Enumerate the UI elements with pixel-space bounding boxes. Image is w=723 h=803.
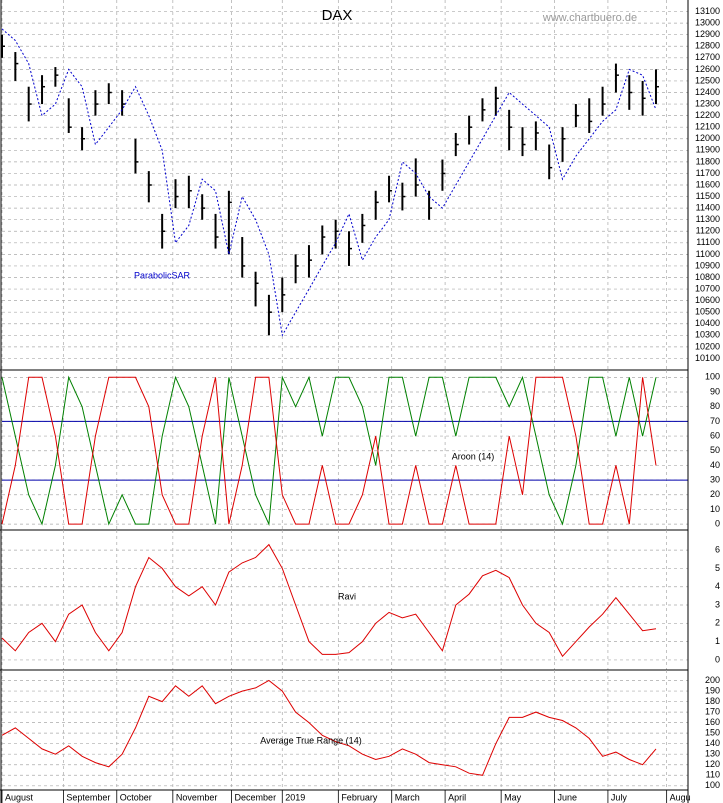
- y-tick-label: 10400: [695, 318, 720, 328]
- y-tick-label: 5: [715, 563, 720, 573]
- y-tick-label: 0: [715, 519, 720, 529]
- panel-title: Ravi: [338, 591, 356, 601]
- y-tick-label: 200: [705, 675, 720, 685]
- y-tick-label: 12900: [695, 29, 720, 39]
- y-tick-label: 11900: [696, 145, 720, 155]
- x-tick-label: 2019: [285, 792, 305, 802]
- y-tick-label: 2: [715, 618, 720, 628]
- y-tick-label: 120: [705, 759, 720, 769]
- y-tick-label: 12000: [695, 133, 720, 143]
- y-tick-label: 10100: [695, 353, 720, 363]
- y-tick-label: 11500: [696, 191, 720, 201]
- series-line: [1, 679, 657, 776]
- y-tick-label: 3: [715, 599, 720, 609]
- source: www.chartbuero.de: [542, 12, 637, 24]
- y-tick-label: 12100: [695, 122, 720, 132]
- y-tick-label: 11800: [696, 156, 720, 166]
- y-tick-label: 170: [705, 706, 720, 716]
- y-tick-label: 160: [705, 717, 720, 727]
- x-tick-label: August: [5, 792, 34, 802]
- x-tick-label: October: [120, 792, 152, 802]
- y-tick-label: 11400: [696, 203, 720, 213]
- y-tick-label: 100: [705, 780, 720, 790]
- series-label: ParabolicSAR: [134, 270, 191, 280]
- x-tick-label: December: [235, 792, 277, 802]
- x-tick-label: November: [176, 792, 218, 802]
- y-tick-label: 30: [710, 474, 720, 484]
- y-tick-label: 12200: [695, 110, 720, 120]
- y-tick-label: 110: [706, 770, 720, 780]
- y-tick-label: 40: [710, 460, 720, 470]
- series-line: [1, 28, 657, 337]
- series-line: [1, 375, 657, 527]
- panel-title: DAX: [322, 7, 353, 24]
- y-tick-label: 10700: [695, 283, 720, 293]
- panel-title: Aroon (14): [452, 451, 495, 461]
- y-tick-label: 100: [705, 372, 720, 382]
- y-tick-label: 11200: [696, 226, 720, 236]
- y-tick-label: 10200: [695, 341, 720, 351]
- y-tick-label: 20: [710, 489, 720, 499]
- y-tick-label: 12400: [695, 87, 720, 97]
- y-tick-label: 11700: [696, 168, 720, 178]
- series-line: [1, 543, 657, 658]
- y-tick-label: 140: [705, 738, 720, 748]
- y-tick-label: 12500: [695, 75, 720, 85]
- x-tick-label: June: [558, 792, 578, 802]
- y-tick-label: 10: [710, 504, 720, 514]
- series-line: [1, 376, 657, 525]
- y-tick-label: 190: [705, 685, 720, 695]
- x-tick-label: July: [611, 792, 628, 802]
- y-tick-label: 90: [710, 386, 720, 396]
- y-tick-label: 60: [710, 430, 720, 440]
- y-tick-label: 10800: [695, 272, 720, 282]
- y-tick-label: 13100: [695, 6, 720, 16]
- x-tick-label: September: [66, 792, 110, 802]
- y-tick-label: 11300: [696, 214, 720, 224]
- y-tick-label: 12600: [695, 64, 720, 74]
- y-tick-label: 10600: [695, 295, 720, 305]
- panel-title: Average True Range (14): [260, 735, 361, 745]
- y-tick-label: 150: [705, 728, 720, 738]
- y-tick-label: 13000: [695, 18, 720, 28]
- y-tick-label: 12700: [695, 52, 720, 62]
- y-tick-label: 11100: [696, 237, 720, 247]
- y-tick-label: 11000: [696, 249, 720, 259]
- y-tick-label: 12800: [695, 41, 720, 51]
- x-tick-label: March: [395, 792, 420, 802]
- y-tick-label: 11600: [696, 179, 720, 189]
- y-tick-label: 130: [705, 749, 720, 759]
- y-tick-label: 10300: [695, 330, 720, 340]
- y-tick-label: 180: [705, 696, 720, 706]
- y-tick-label: 12300: [695, 98, 720, 108]
- y-tick-label: 1: [715, 636, 720, 646]
- x-tick-label: February: [341, 792, 378, 802]
- y-tick-label: 80: [710, 401, 720, 411]
- y-tick-label: 10900: [695, 260, 720, 270]
- x-tick-label: May: [504, 792, 522, 802]
- y-tick-label: 6: [715, 545, 720, 555]
- y-tick-label: 0: [715, 654, 720, 664]
- x-tick-label: April: [448, 792, 466, 802]
- x-tick-label: Augu: [670, 792, 691, 802]
- y-tick-label: 4: [715, 581, 720, 591]
- y-tick-label: 10500: [695, 307, 720, 317]
- y-tick-label: 70: [710, 416, 720, 426]
- y-tick-label: 50: [710, 445, 720, 455]
